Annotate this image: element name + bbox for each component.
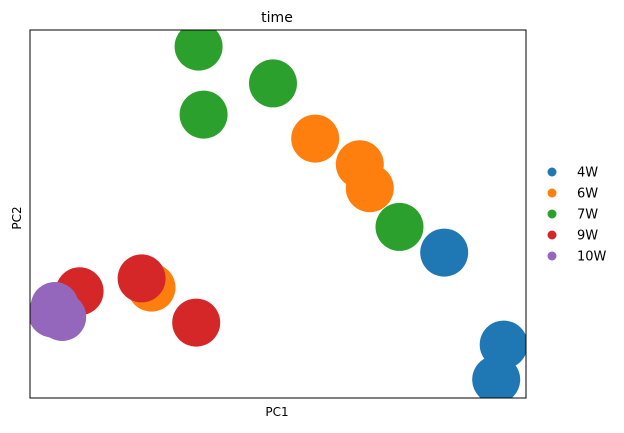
data-point-6w-3: [345, 164, 394, 213]
data-point-7w-4: [375, 202, 424, 251]
legend-item-9w: 9W: [547, 229, 598, 244]
legend-label-9w: 9W: [577, 229, 598, 244]
legend-marker-4w: [547, 167, 557, 177]
legend-marker-6w: [547, 188, 557, 198]
chart-title: time: [261, 10, 293, 26]
legend-item-10w: 10W: [547, 250, 607, 265]
data-point-7w-3: [179, 90, 228, 139]
legend-marker-10w: [547, 251, 557, 261]
legend-label-4w: 4W: [577, 166, 598, 181]
legend-label-7w: 7W: [577, 208, 598, 223]
legend-marker-9w: [547, 230, 557, 240]
legend-item-7w: 7W: [547, 208, 598, 223]
legend-label-10w: 10W: [577, 250, 607, 265]
data-point-4w-1: [420, 228, 469, 277]
legend: 4W 6W 7W 9W 10W: [547, 166, 607, 265]
data-point-7w-1: [174, 30, 223, 71]
legend-item-6w: 6W: [547, 187, 598, 202]
data-point-9w-2: [117, 254, 166, 303]
plot-area-frame: [29, 29, 527, 399]
legend-label-6w: 6W: [577, 187, 598, 202]
data-point-9w-3: [172, 298, 221, 347]
data-point-4w-3: [472, 355, 521, 398]
legend-item-4w: 4W: [547, 166, 598, 181]
data-point-7w-2: [249, 59, 297, 108]
legend-marker-7w: [547, 209, 557, 219]
data-point-10w-3: [38, 293, 87, 341]
y-axis-label: PC2: [10, 206, 24, 229]
x-axis-label: PC1: [265, 405, 288, 419]
data-point-6w-1: [291, 114, 340, 163]
data-points: [30, 30, 526, 398]
